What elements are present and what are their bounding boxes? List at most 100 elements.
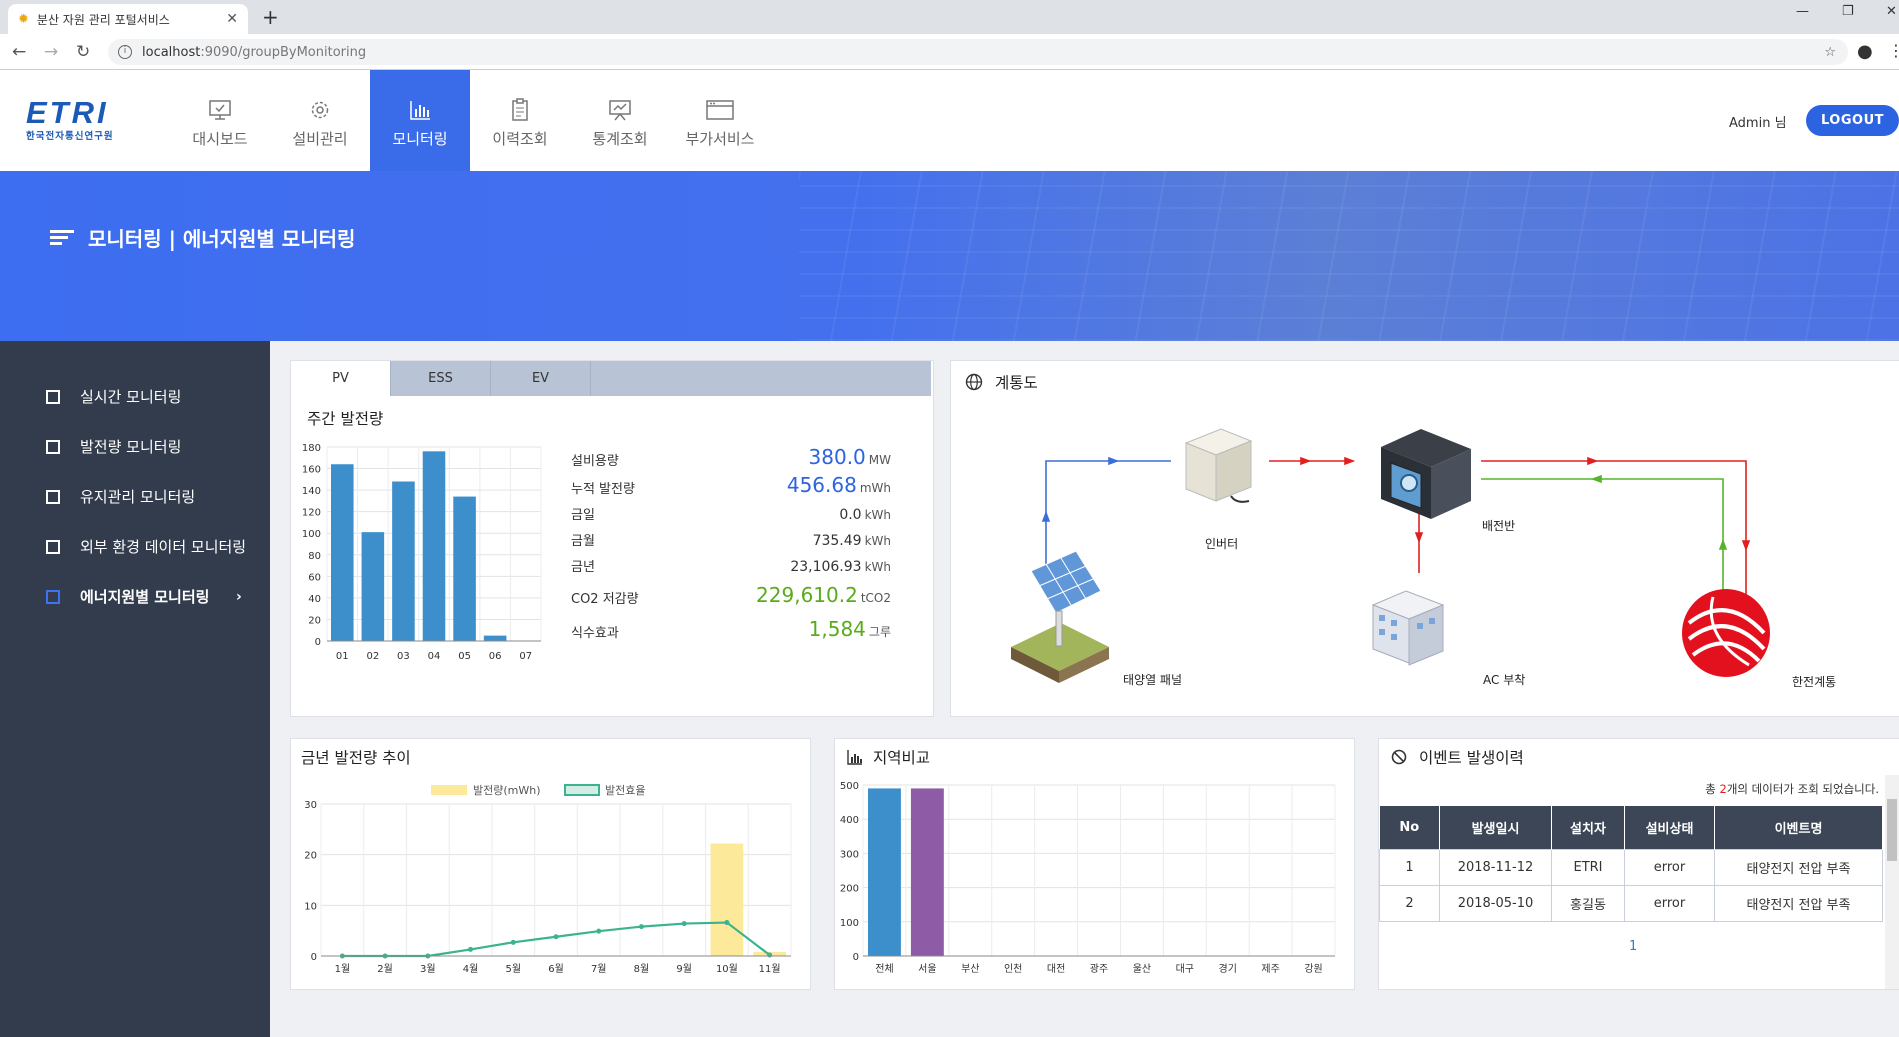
pagination-page-1[interactable]: 1 xyxy=(1629,939,1638,954)
y-tick-label: 20 xyxy=(304,851,317,862)
sidebar-item-maintenance[interactable]: 유지관리 모니터링 xyxy=(46,486,195,507)
scrollbar-thumb[interactable] xyxy=(1887,799,1897,861)
efficiency-point xyxy=(724,920,730,926)
menu-dashboard[interactable]: 대시보드 xyxy=(170,70,270,171)
bookmark-star-icon[interactable]: ☆ xyxy=(1824,44,1836,60)
bar xyxy=(710,843,744,956)
events-title-text: 이벤트 발생이력 xyxy=(1419,749,1524,767)
new-tab-button[interactable]: + xyxy=(262,5,279,29)
solar-panel-icon xyxy=(1011,550,1109,683)
stat-unit: 그루 xyxy=(868,625,891,639)
y-tick-label: 300 xyxy=(840,849,859,860)
diagram-panel: 계통도 xyxy=(950,360,1899,717)
tab-pv[interactable]: PV xyxy=(291,361,391,396)
legend-label: 발전량(mWh) xyxy=(473,784,541,797)
y-tick-label: 0 xyxy=(853,952,859,963)
label-ac: AC 부착 xyxy=(1483,673,1526,687)
x-tick-label: 부산 xyxy=(961,963,979,975)
account-icon[interactable]: ● xyxy=(1857,41,1873,62)
sidebar-item-environment[interactable]: 외부 환경 데이터 모니터링 xyxy=(46,536,246,557)
menu-history[interactable]: 이력조회 xyxy=(470,70,570,171)
sidebar-item-label: 발전량 모니터링 xyxy=(80,438,182,456)
scrollbar[interactable] xyxy=(1885,775,1899,989)
browser-tab[interactable]: ✹ 분산 자원 관리 포털서비스 ✕ xyxy=(8,4,248,34)
table-row[interactable]: 1 2018-11-12 ETRI error 태양전지 전압 부족 xyxy=(1379,848,1883,886)
col-installer: 설치자 xyxy=(1551,806,1625,849)
x-tick-label: 울산 xyxy=(1133,963,1151,975)
stat-co2: CO2 저감량 229,610.2 tCO2 xyxy=(571,583,911,607)
menu-kebab-icon[interactable]: ⋮ xyxy=(1888,41,1899,60)
region-title: 지역비교 xyxy=(847,746,930,768)
table-row[interactable]: 2 2018-05-10 홍길동 error 태양전지 전압 부족 xyxy=(1379,884,1883,922)
stat-unit: MW xyxy=(868,453,891,467)
efficiency-point xyxy=(767,952,773,958)
url-field[interactable]: i localhost:9090/groupByMonitoring ☆ xyxy=(108,39,1848,65)
cell: 2 xyxy=(1379,884,1440,922)
tab-ess[interactable]: ESS xyxy=(391,361,491,396)
y-tick-label: 30 xyxy=(304,800,317,811)
stat-unit: tCO2 xyxy=(860,591,891,605)
x-tick-label: 인천 xyxy=(1004,963,1022,975)
weekly-panel: PV ESS EV 주간 발전량 0 20 40 60 80 100 120 140 160 18… xyxy=(290,360,934,717)
x-tick-label: 04 xyxy=(428,651,441,662)
minimize-icon[interactable]: — xyxy=(1796,4,1809,19)
back-icon[interactable]: ← xyxy=(12,42,27,62)
bar-chart-icon xyxy=(847,750,862,765)
menu-statistics[interactable]: 통계조회 xyxy=(570,70,670,171)
col-date: 발생일시 xyxy=(1439,806,1552,849)
site-info-icon[interactable]: i xyxy=(118,45,132,59)
x-tick-label: 2월 xyxy=(377,963,393,975)
reload-icon[interactable]: ↻ xyxy=(76,42,91,62)
y-tick-label: 80 xyxy=(308,551,321,562)
close-tab-icon[interactable]: ✕ xyxy=(226,11,238,27)
sidebar-item-realtime[interactable]: 실시간 모니터링 xyxy=(46,386,181,407)
cell: 2018-05-10 xyxy=(1439,884,1552,922)
x-tick-label: 서울 xyxy=(918,963,936,975)
flow-panelboard-kepco xyxy=(1481,456,1751,613)
yearly-trend-chart: 발전량(mWh) 발전효율 0 10 20 30 1월 2월 3월 4월 5월 6월 7월 8월 9월 10월… xyxy=(304,784,792,975)
label-panel-board: 배전반 xyxy=(1482,519,1516,533)
logo-text: ETRI xyxy=(26,95,109,130)
y-tick-label: 100 xyxy=(302,529,321,540)
browser-tabbar: ✹ 분산 자원 관리 포털서비스 ✕ + — ❐ ✕ xyxy=(0,0,1899,34)
count-value: 2 xyxy=(1719,782,1727,796)
x-tick-label: 강원 xyxy=(1304,963,1322,975)
page-banner: 모니터링 | 에너지원별 모니터링 xyxy=(0,171,1899,341)
stat-unit: kWh xyxy=(864,508,891,522)
label-inverter: 인버터 xyxy=(1205,537,1239,551)
monitor-icon xyxy=(170,98,270,122)
y-tick-label: 0 xyxy=(315,637,321,648)
sidebar-item-energy-source[interactable]: 에너지원별 모니터링 › xyxy=(46,586,242,607)
col-event: 이벤트명 xyxy=(1714,806,1883,849)
restore-icon[interactable]: ❐ xyxy=(1842,4,1854,19)
menu-label: 설비관리 xyxy=(292,130,348,148)
etri-logo[interactable]: ETRI 한국전자통신연구원 xyxy=(26,95,114,142)
yearly-panel: 금년 발전량 추이 발전량(mWh) 발전효율 0 10 20 30 1월 2월 3월 4월 5월 6… xyxy=(290,738,811,990)
stat-unit: kWh xyxy=(864,560,891,574)
logout-button[interactable]: LOGOUT xyxy=(1806,105,1899,136)
forward-icon[interactable]: → xyxy=(44,42,59,62)
bar xyxy=(453,496,476,641)
cell: 태양전지 전압 부족 xyxy=(1714,884,1883,922)
y-tick-label: 10 xyxy=(304,901,317,912)
stat-value: 735.49 xyxy=(812,533,862,549)
efficiency-point xyxy=(596,928,602,934)
x-tick-label: 5월 xyxy=(505,963,521,975)
stat-label: 금월 xyxy=(571,534,595,549)
menu-equipment[interactable]: 설비관리 xyxy=(270,70,370,171)
close-window-icon[interactable]: ✕ xyxy=(1886,4,1897,19)
menu-extra-services[interactable]: 부가서비스 xyxy=(670,70,770,171)
count-prefix: 총 xyxy=(1705,782,1720,796)
tab-ev[interactable]: EV xyxy=(491,361,591,396)
square-icon xyxy=(46,539,60,554)
legend-swatch xyxy=(431,785,467,795)
cell: error xyxy=(1624,848,1715,886)
sidebar-item-generation[interactable]: 발전량 모니터링 xyxy=(46,436,181,457)
yearly-title: 금년 발전량 추이 xyxy=(301,749,411,767)
menu-monitoring[interactable]: 모니터링 xyxy=(370,70,470,171)
hamburger-icon[interactable] xyxy=(50,227,74,248)
y-tick-label: 60 xyxy=(308,572,321,583)
efficiency-point xyxy=(510,939,516,945)
x-tick-label: 대구 xyxy=(1176,963,1194,975)
cell: error xyxy=(1624,884,1715,922)
